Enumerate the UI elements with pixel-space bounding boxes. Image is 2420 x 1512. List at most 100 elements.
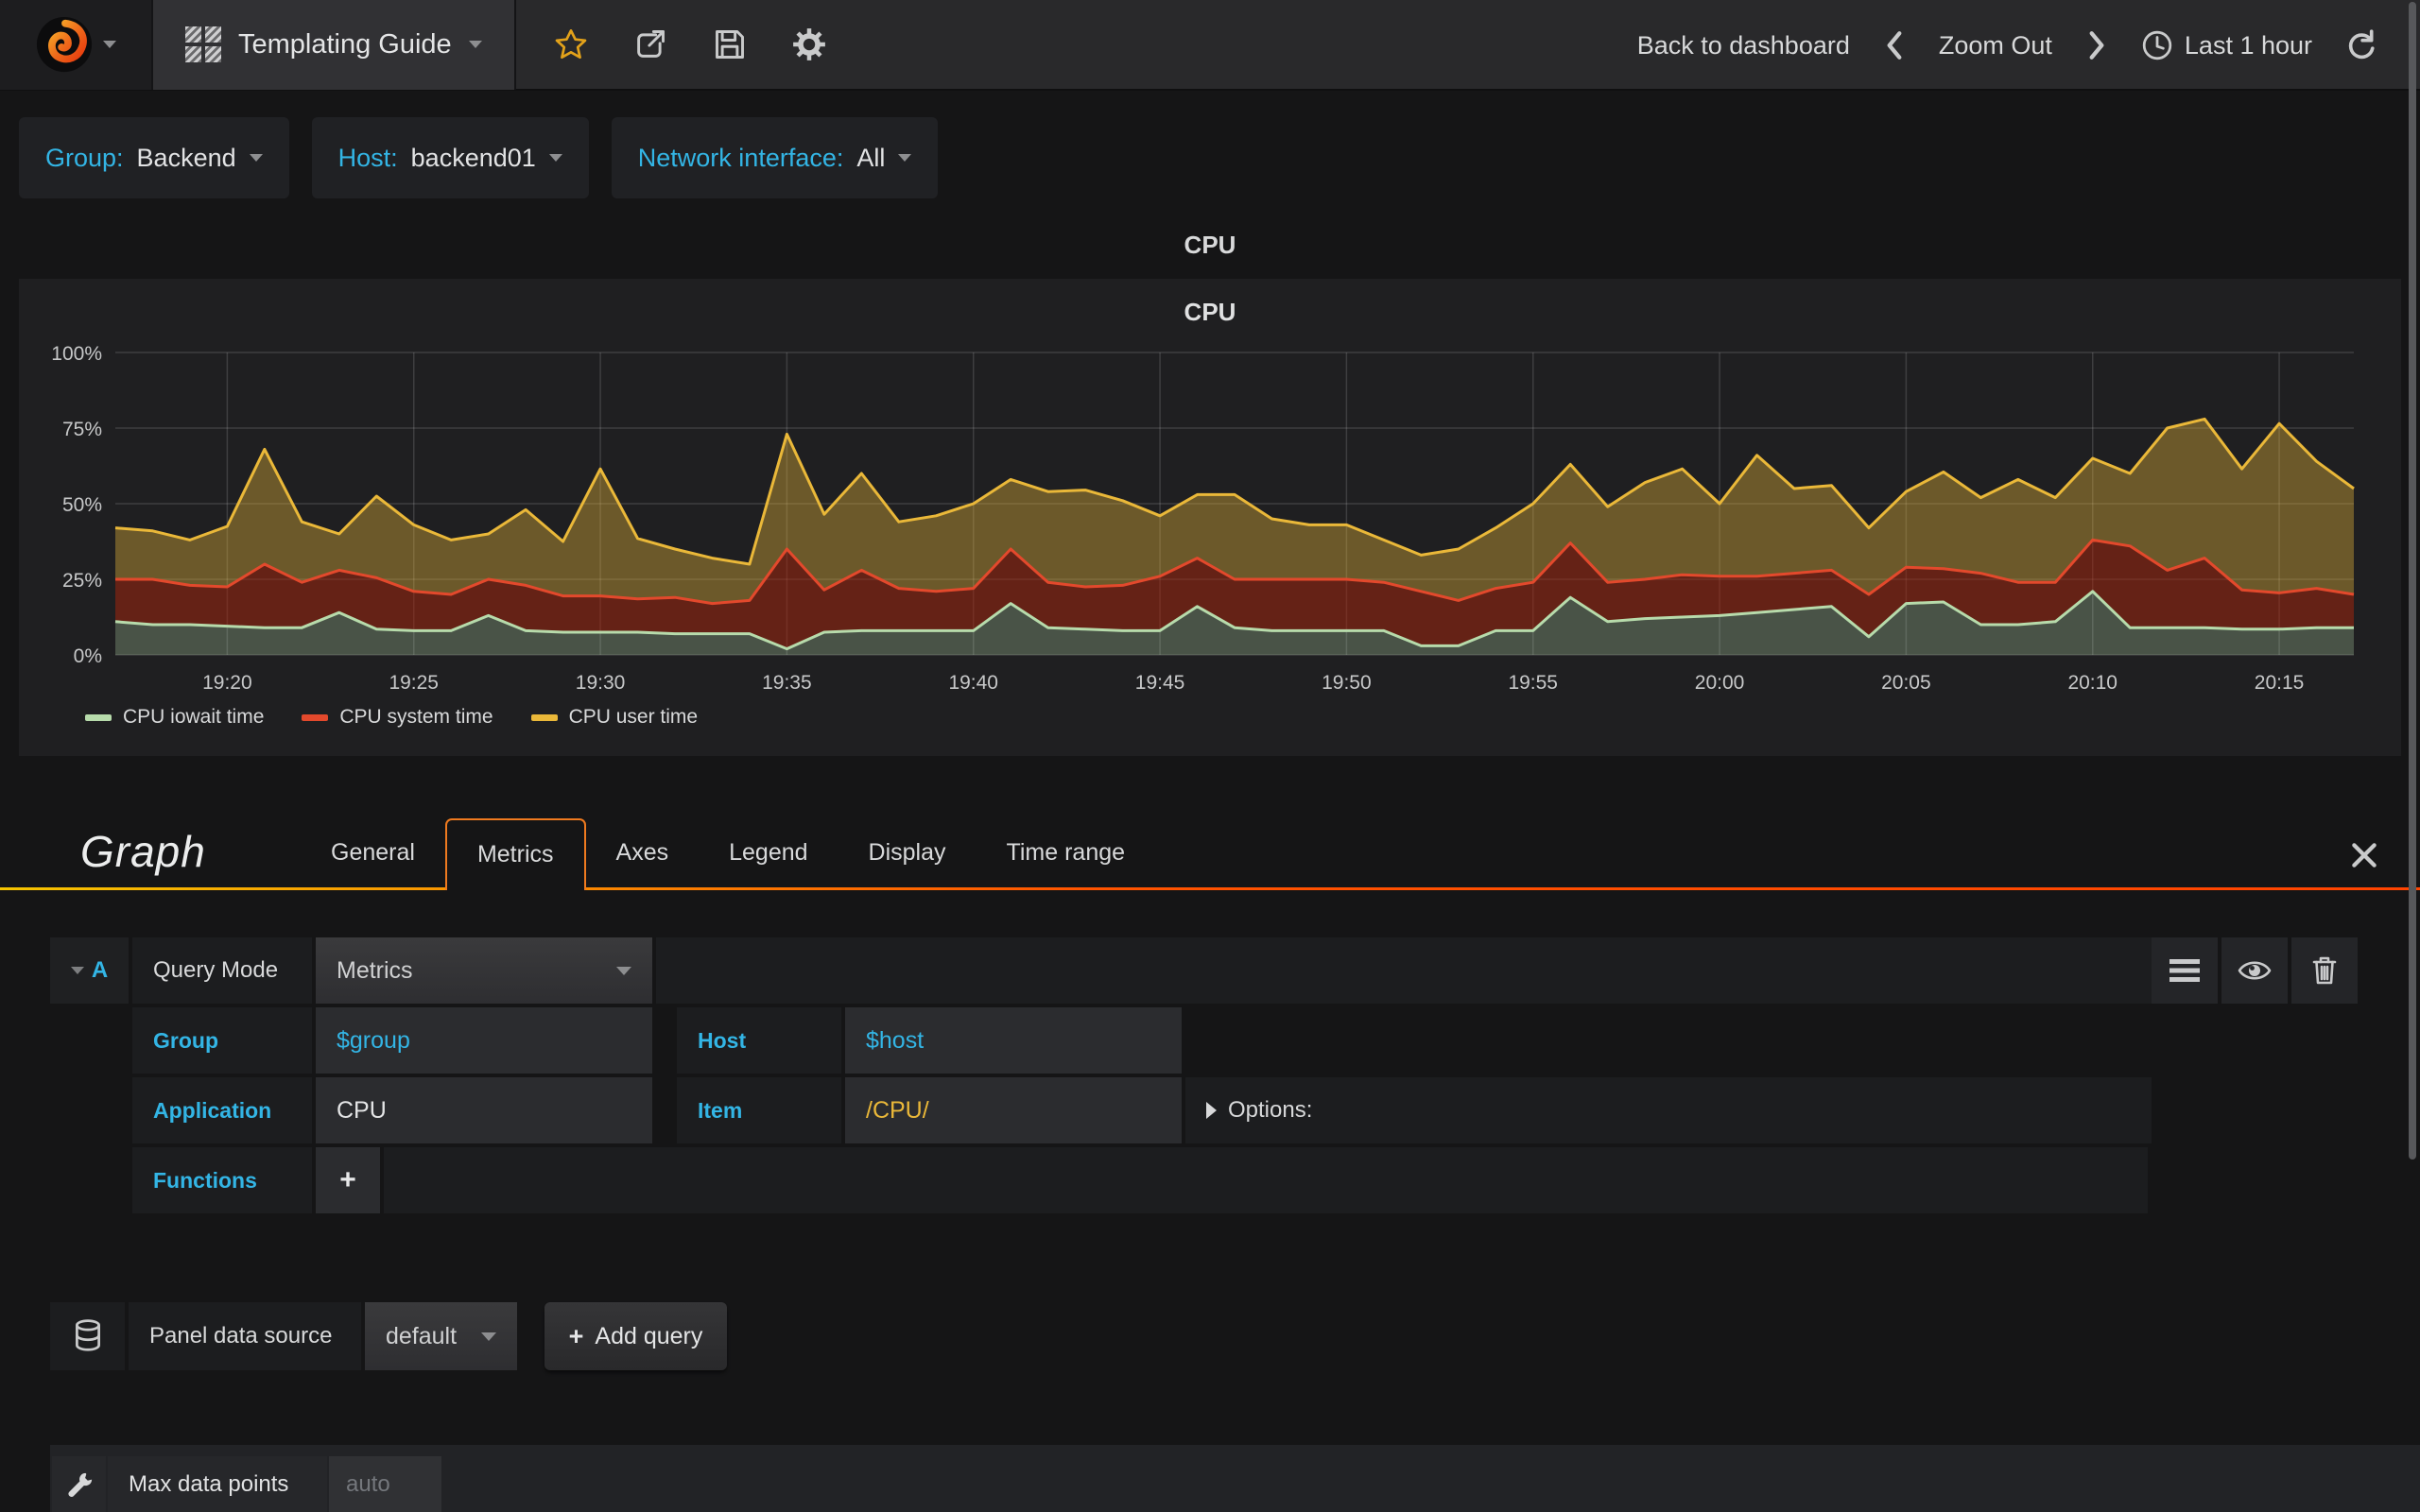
graph-panel: CPU 0% 25% 50% 75% 100% 19:20 19:25 19:30 19:35 1… (19, 279, 2401, 756)
legend-item[interactable]: CPU user time (530, 706, 699, 729)
tab-metrics[interactable]: Metrics (444, 818, 586, 890)
query-row-group-host: Group $group Host $host (132, 1007, 1182, 1074)
chevron-down-icon (249, 154, 263, 162)
add-query-label: Add query (595, 1322, 703, 1349)
item-field[interactable]: /CPU/ (845, 1077, 1182, 1143)
query-menu-button[interactable] (2152, 937, 2218, 1004)
application-field[interactable]: CPU (316, 1077, 652, 1143)
svg-text:25%: 25% (62, 570, 102, 592)
refresh-icon[interactable] (2344, 29, 2377, 61)
item-label: Item (677, 1077, 841, 1143)
legend-label: CPU iowait time (123, 706, 265, 728)
clock-icon (2141, 29, 2173, 61)
legend-item[interactable]: CPU system time (302, 706, 493, 729)
legend-swatch (530, 713, 558, 721)
legend-label: CPU system time (339, 706, 493, 728)
tab-legend[interactable]: Legend (729, 839, 808, 866)
grafana-menu[interactable] (0, 0, 153, 90)
datasource-row: Panel data source default + Add query (50, 1302, 727, 1370)
editor-tabs: General Metrics Axes Legend Display Time… (301, 818, 1155, 890)
share-icon[interactable] (633, 27, 667, 61)
panel-type-title: Graph (80, 827, 206, 876)
dashboard-title-button[interactable]: Templating Guide (153, 0, 516, 90)
svg-text:19:30: 19:30 (576, 672, 626, 694)
back-to-dashboard-link[interactable]: Back to dashboard (1636, 30, 1850, 60)
functions-row-filler (384, 1147, 2148, 1213)
svg-text:19:55: 19:55 (1508, 672, 1558, 694)
tab-display[interactable]: Display (868, 839, 946, 866)
chevron-right-icon (1206, 1102, 1217, 1119)
legend-item[interactable]: CPU iowait time (85, 706, 264, 729)
close-icon[interactable] (2348, 839, 2380, 871)
chevron-down-icon (103, 41, 116, 48)
variable-value: Backend (136, 143, 236, 172)
svg-text:75%: 75% (62, 419, 102, 440)
time-range-label: Last 1 hour (2184, 30, 2312, 60)
variable-group[interactable]: Group: Backend (19, 117, 289, 198)
chevron-down-icon (548, 154, 562, 162)
legend-swatch (302, 713, 329, 721)
legend-label: CPU user time (568, 706, 699, 728)
svg-text:19:40: 19:40 (948, 672, 998, 694)
graph-legend: CPU iowait time CPU system time CPU user… (85, 706, 698, 729)
add-query-button[interactable]: + Add query (544, 1302, 727, 1370)
svg-text:20:00: 20:00 (1695, 672, 1745, 694)
query-ref-toggle[interactable]: A (50, 937, 129, 1004)
save-icon[interactable] (713, 27, 747, 61)
eye-icon (2237, 956, 2273, 985)
graph-canvas[interactable]: 0% 25% 50% 75% 100% 19:20 19:25 19:30 19:35 19:40… (19, 279, 2401, 699)
scrollbar[interactable] (2409, 2, 2416, 1160)
query-mode-select[interactable]: Metrics (316, 937, 652, 1004)
options-toggle[interactable]: Options: (1185, 1077, 2152, 1143)
panel-editor-header: Graph General Metrics Axes Legend Displa… (0, 818, 2420, 890)
tab-general[interactable]: General (331, 839, 415, 866)
query-delete-button[interactable] (2291, 937, 2358, 1004)
trash-icon (2309, 954, 2340, 987)
query-mode-value: Metrics (337, 956, 413, 984)
query-actions (2152, 937, 2358, 1004)
host-field[interactable]: $host (845, 1007, 1182, 1074)
max-data-points-input[interactable] (329, 1456, 441, 1512)
datasource-select[interactable]: default (365, 1302, 517, 1370)
host-label: Host (677, 1007, 841, 1074)
application-label: Application (132, 1077, 312, 1143)
panel-title[interactable]: CPU (1184, 298, 1236, 326)
svg-text:19:45: 19:45 (1135, 672, 1185, 694)
svg-text:19:35: 19:35 (762, 672, 812, 694)
group-field[interactable]: $group (316, 1007, 652, 1074)
variable-value: All (856, 143, 886, 172)
options-label: Options: (1228, 1097, 1313, 1123)
database-icon (50, 1302, 125, 1370)
chevron-down-icon (481, 1332, 496, 1341)
plus-icon: + (568, 1321, 584, 1350)
query-toggle-visibility-button[interactable] (2221, 937, 2288, 1004)
group-label: Group (132, 1007, 312, 1074)
variable-label: Host: (337, 143, 398, 172)
wrench-icon (52, 1456, 106, 1512)
svg-text:20:15: 20:15 (2255, 672, 2305, 694)
legend-swatch (85, 713, 112, 721)
chevron-down-icon (468, 41, 482, 48)
star-icon[interactable] (554, 27, 588, 61)
variable-network-interface[interactable]: Network interface: All (611, 117, 939, 198)
gear-icon[interactable] (792, 27, 826, 61)
menu-icon (2169, 957, 2201, 984)
grafana-logo-icon (35, 15, 94, 74)
zoom-out-button[interactable]: Zoom Out (1938, 30, 2052, 60)
tab-axes[interactable]: Axes (615, 839, 669, 866)
variable-host[interactable]: Host: backend01 (311, 117, 589, 198)
add-function-button[interactable]: + (316, 1147, 380, 1213)
datasource-label: Panel data source (129, 1302, 361, 1370)
tab-time-range[interactable]: Time range (1006, 839, 1126, 866)
svg-text:50%: 50% (62, 494, 102, 516)
svg-text:20:10: 20:10 (2067, 672, 2118, 694)
query-row-a: A Query Mode Metrics (50, 937, 2155, 1004)
row-title: CPU (1184, 231, 1236, 259)
svg-text:20:05: 20:05 (1881, 672, 1931, 694)
query-row-filler (656, 937, 2155, 1004)
time-shift-left-icon[interactable] (1882, 29, 1907, 61)
time-shift-right-icon[interactable] (2084, 29, 2109, 61)
time-picker-button[interactable]: Last 1 hour (2141, 29, 2312, 61)
panel-options-band: Max data points (50, 1445, 2420, 1512)
